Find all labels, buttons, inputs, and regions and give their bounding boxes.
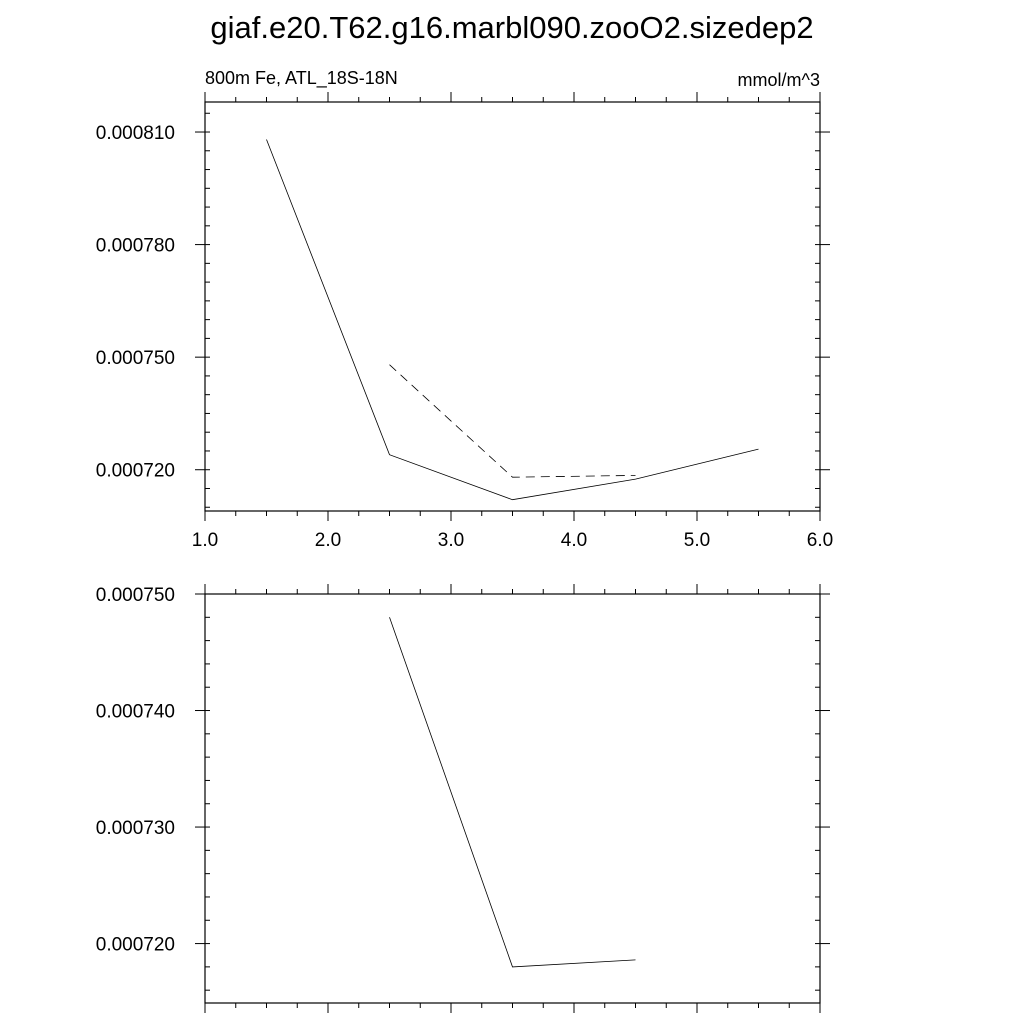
chart-units-label: mmol/m^3 xyxy=(738,70,820,90)
x-tick-label: 3.0 xyxy=(438,530,464,551)
chart-subtitle-left: 800m Fe, ATL_18S-18N xyxy=(205,68,398,89)
y-tick-label: 0.000810 xyxy=(96,123,175,144)
y-tick-label: 0.000720 xyxy=(96,461,175,482)
y-tick-label: 0.000750 xyxy=(96,585,175,606)
x-tick-label: 1.0 xyxy=(192,530,218,551)
y-tick-label: 0.000730 xyxy=(96,818,175,839)
plot-frame xyxy=(204,101,821,512)
series-line-1 xyxy=(389,617,636,968)
x-tick-label: 2.0 xyxy=(315,530,341,551)
x-tick-label: 5.0 xyxy=(684,530,710,551)
panel-top: 1.0 2.0 3.0 4.0 5.0 6.0 0.000720 0.000750 0.0007… xyxy=(96,92,833,551)
panel-bottom: 0.000720 0.000730 0.000740 0.000750 xyxy=(96,584,830,1013)
chart-title: giaf.e20.T62.g16.marbl090.zooO2.sizedep2 xyxy=(210,10,813,45)
y-tick-label: 0.000750 xyxy=(96,348,175,369)
series-line-2 xyxy=(389,364,636,478)
x-tick-label: 6.0 xyxy=(807,530,833,551)
y-tick-label: 0.000740 xyxy=(96,702,175,723)
y-tick-label: 0.000720 xyxy=(96,935,175,956)
plot-frame xyxy=(204,593,821,1004)
y-tick-label: 0.000780 xyxy=(96,236,175,257)
series-line-1 xyxy=(266,139,759,501)
x-tick-label: 4.0 xyxy=(561,530,587,551)
